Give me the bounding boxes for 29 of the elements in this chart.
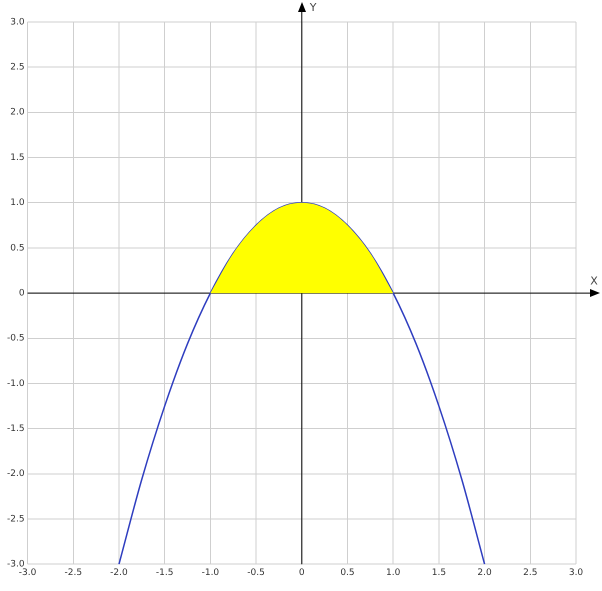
x-tick-label: 1.5	[432, 568, 446, 578]
y-tick-label: -2.0	[7, 469, 25, 480]
y-tick-label: -0.5	[7, 334, 25, 344]
line-series	[118, 202, 486, 564]
y-tick-label: 0.5	[10, 243, 25, 254]
x-tick-label: 0	[298, 568, 305, 578]
y-tick-label: 2.5	[10, 62, 25, 73]
x-tick-label: -0.5	[247, 568, 265, 578]
x-tick-label: 1.0	[386, 568, 401, 578]
y-tick-label: -1.5	[7, 424, 25, 434]
y-tick-label: -2.5	[7, 514, 25, 524]
x-tick-label: -2.5	[64, 568, 82, 578]
x-axis-title: X	[590, 274, 598, 288]
y-tick-label: -3.0	[7, 560, 25, 570]
y-tick-label: 2.0	[10, 108, 25, 118]
x-tick-label: 2.0	[477, 568, 492, 578]
x-tick-label: -2.0	[110, 568, 128, 578]
y-tick-label: 1.0	[10, 198, 25, 208]
y-tick-label: 1.5	[10, 152, 25, 163]
y-tick-label: 0	[18, 288, 25, 298]
y-axis-title: Y	[308, 0, 317, 14]
x-tick-label: 3.0	[568, 568, 584, 578]
x-tick-label: -1.5	[156, 568, 174, 578]
y-tick-label: -1.0	[7, 378, 25, 389]
x-tick-label: -3.0	[18, 568, 37, 578]
y-tick-label: 3.0	[10, 17, 25, 28]
x-tick-label: -1.0	[202, 568, 220, 578]
x-tick-label: 0.5	[340, 568, 355, 578]
x-tick-label: 2.5	[523, 568, 538, 578]
